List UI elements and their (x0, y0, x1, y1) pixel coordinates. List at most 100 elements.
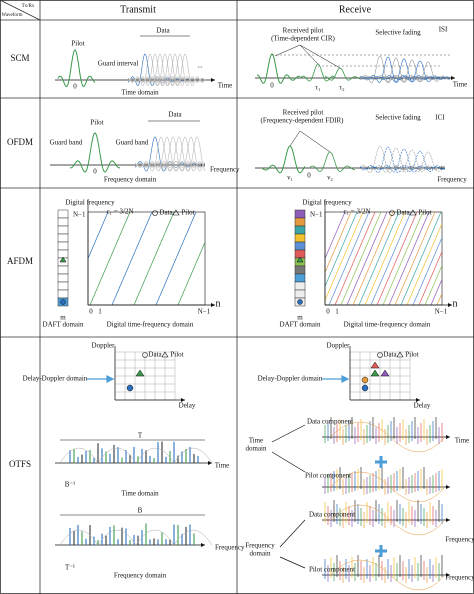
label: N−1 (198, 308, 211, 316)
label: ν₂ (327, 174, 333, 182)
label: Digital time-frequency domain (107, 321, 194, 329)
waveform (359, 61, 451, 82)
label: Frequency domain (104, 176, 157, 184)
arrow-head (208, 461, 212, 465)
vector-cell (57, 241, 69, 251)
vector-cell (294, 225, 306, 235)
label: Time domain (121, 89, 159, 97)
plus (375, 545, 387, 557)
vector-cell (57, 273, 69, 283)
waveform (359, 151, 446, 172)
waveform (134, 136, 206, 172)
label: Pilot (418, 209, 431, 217)
label: n (453, 298, 458, 309)
envelope (329, 421, 446, 453)
label: Pilot (170, 351, 183, 359)
arrow-head (446, 485, 450, 489)
chirp-line (455, 212, 474, 305)
line (299, 130, 331, 153)
row-name: AFDM (7, 256, 33, 266)
label: Delay (414, 402, 431, 410)
envelope (97, 529, 137, 546)
label: 0 (89, 308, 93, 316)
label: N−1 (73, 211, 86, 219)
chirp-line (111, 212, 153, 305)
label: Data (168, 111, 182, 119)
envelope (59, 529, 99, 546)
label: Pilot (90, 119, 103, 127)
label: ISI (439, 26, 448, 34)
pilot-marker (370, 361, 380, 369)
chirp-line (340, 212, 382, 305)
line (271, 451, 306, 473)
vector-cell (57, 233, 69, 243)
label: Frequency (245, 542, 275, 550)
envelope (329, 471, 446, 503)
legend-data (142, 352, 148, 358)
label: Pilot (405, 351, 418, 359)
label: Delay (179, 402, 196, 410)
label: Frequency domain (114, 572, 167, 580)
label: ν₁ (287, 174, 293, 182)
label: N−1 (435, 308, 448, 316)
chirp-line (376, 212, 418, 305)
label: 0 (326, 308, 330, 316)
data-marker (297, 299, 303, 305)
label: N−1 (310, 211, 323, 219)
label: DAFT domain (43, 321, 84, 329)
vector-cell (57, 289, 69, 299)
line (271, 424, 306, 443)
waveform (309, 151, 356, 172)
chirp-line (467, 212, 474, 305)
label: c₁ = 3/2N (344, 208, 371, 216)
chirp-line (88, 212, 109, 260)
waveform (127, 53, 206, 86)
waveform (359, 149, 446, 173)
label: Data (159, 209, 173, 217)
legend-pilot (172, 209, 180, 216)
label: B⁻¹ (65, 481, 75, 489)
pilot-marker (370, 369, 380, 377)
chirp-line (394, 212, 436, 305)
vector-cell (294, 217, 306, 227)
vector-cell (57, 217, 69, 227)
line (279, 556, 306, 569)
label: Data (396, 209, 410, 217)
label: Pilot component (309, 566, 355, 574)
chirp-line (449, 212, 474, 305)
legend-data (152, 210, 158, 216)
arrow-head (446, 518, 450, 522)
waveform (359, 147, 446, 173)
label: 0 (270, 82, 274, 90)
envelope (135, 447, 175, 464)
label: Data (156, 27, 170, 35)
label: Frequency (445, 574, 474, 582)
label: Digital frequency (302, 199, 352, 207)
waveform (134, 136, 206, 172)
data-marker (126, 384, 134, 392)
label: τ₂ (339, 84, 345, 92)
envelope (329, 559, 446, 591)
arrow-head (448, 303, 452, 307)
chirp-line (430, 278, 442, 305)
vector-cell (294, 241, 306, 251)
label: Frequency (210, 166, 240, 174)
arrow-head (416, 398, 420, 402)
pilot-marker (59, 256, 67, 263)
chirp-line (325, 212, 364, 302)
row-name: SCM (10, 53, 29, 63)
chirp-line (436, 292, 442, 305)
label: (Frequency-dependent FDIR) (260, 117, 344, 125)
label: Time domain (121, 490, 159, 498)
chirp-line (358, 212, 400, 305)
waveform (359, 57, 451, 83)
chirps (88, 212, 205, 305)
chirp-line (89, 212, 131, 305)
legend-pilot (409, 209, 417, 216)
label: domain (250, 550, 271, 558)
line (279, 519, 306, 548)
label: 0 (93, 168, 97, 176)
chirp-line (382, 212, 424, 305)
chirps (325, 212, 474, 305)
label: τ₁ (315, 84, 320, 92)
